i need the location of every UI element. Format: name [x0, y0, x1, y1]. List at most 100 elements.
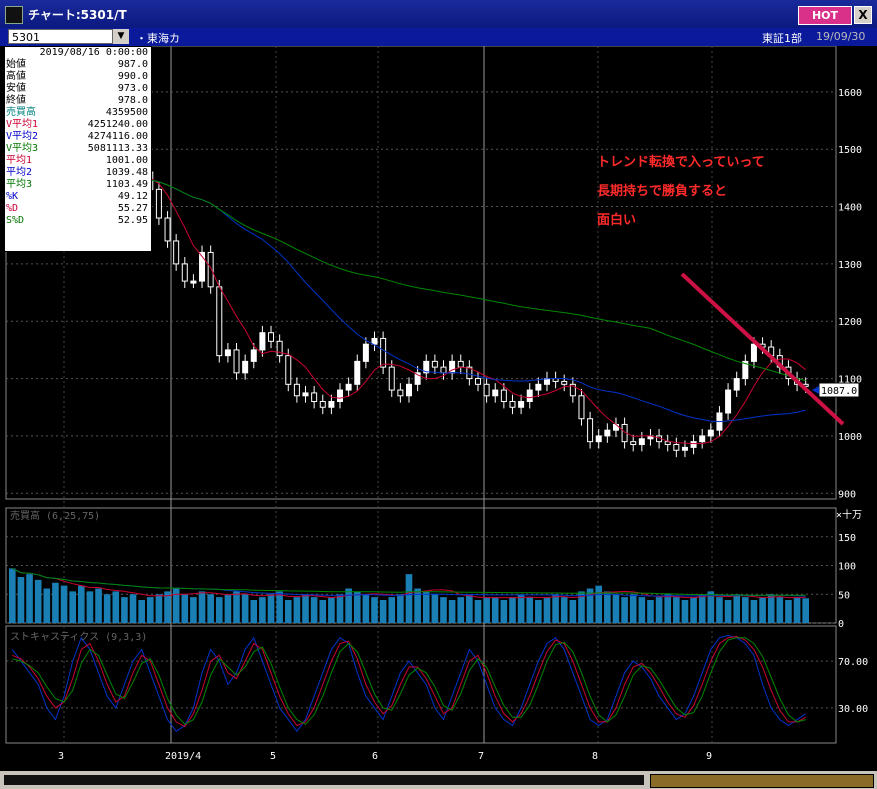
chart-svg[interactable]: 3 2019/4 5 6 7 8 99001000110012001300140015001…	[0, 45, 877, 771]
volume-bar	[267, 594, 275, 623]
candle-body	[207, 251, 214, 288]
info-row: 高値 990.0	[5, 71, 151, 83]
volume-bar	[17, 577, 25, 623]
volume-bar	[612, 594, 620, 623]
candle-body	[535, 383, 542, 391]
exchange-label: 東証1部	[762, 32, 802, 45]
stoch-tick-label: 30.00	[838, 704, 868, 715]
volume-bar	[595, 585, 603, 623]
volume-bar	[181, 594, 189, 623]
info-row: %K 49.12	[5, 191, 151, 203]
candle-body	[259, 332, 266, 351]
volume-bar	[77, 585, 85, 623]
y-tick-label: 1400	[838, 203, 862, 214]
candle-body	[630, 441, 637, 446]
candle-body	[699, 435, 706, 443]
volume-bar	[345, 588, 352, 623]
info-label: %D	[6, 203, 19, 214]
candle-body	[492, 389, 499, 397]
candle-body	[673, 444, 680, 451]
volume-bar	[517, 594, 525, 623]
volume-bar	[638, 597, 646, 623]
info-value: 49.12	[117, 191, 148, 202]
volume-bar	[397, 594, 404, 623]
symbol-toolbar: 5301 ▼ ・東海カ 東証1部 19/09/30	[0, 28, 877, 46]
info-value: 987.0	[117, 59, 148, 70]
chart-app-icon	[5, 6, 23, 24]
info-value: 4274116.00	[87, 131, 148, 142]
info-value: 4359500	[105, 107, 148, 118]
info-date-row: 2019/08/16 0:00:00	[5, 47, 151, 59]
volume-bar	[707, 591, 715, 623]
symbol-dropdown-chevron-icon[interactable]: ▼	[112, 29, 129, 44]
volume-bar	[655, 597, 663, 623]
x-tick-label: 2019/4	[165, 751, 201, 762]
volume-bar	[353, 591, 361, 623]
y-tick-label: 1200	[838, 317, 862, 328]
candle-body	[285, 355, 292, 385]
stoch-tick-label: 70.00	[838, 657, 868, 668]
info-label: S%D	[6, 215, 25, 226]
candle-body	[509, 401, 516, 408]
volume-bar	[569, 600, 577, 623]
company-name: ・東海カ	[136, 32, 180, 45]
price-marker-icon	[812, 386, 819, 394]
vol-tick-label: 0	[838, 619, 844, 630]
volume-bar	[793, 597, 801, 623]
candle-body	[311, 392, 318, 403]
volume-bar	[319, 600, 327, 623]
volume-bar	[276, 591, 283, 623]
close-button[interactable]: X	[854, 6, 872, 24]
window-title: チャート:5301/T	[28, 8, 127, 22]
volume-unit-label: ×十万	[836, 508, 862, 521]
volume-bar	[215, 597, 223, 623]
info-value: 1001.00	[105, 155, 148, 166]
info-row: 平均2 1039.48	[5, 167, 151, 179]
info-label: 高値	[6, 71, 26, 82]
volume-bar	[405, 574, 413, 623]
volume-bar	[552, 594, 559, 623]
candle-body	[337, 389, 344, 403]
info-value: 4251240.00	[87, 119, 148, 130]
volume-bar	[146, 597, 154, 623]
candle-body	[604, 429, 611, 437]
candle-body	[690, 441, 697, 448]
candle-body	[388, 366, 395, 391]
candle-body	[397, 389, 404, 397]
chart-area[interactable]: 3 2019/4 5 6 7 8 9 900 1000 1100 1200 1300 1400 1500 1…	[0, 45, 877, 771]
y-tick-label: 1300	[838, 260, 862, 271]
candle-body	[578, 395, 585, 420]
volume-bar	[207, 594, 214, 623]
volume-bar	[26, 574, 33, 623]
y-tick-label: 1600	[838, 88, 862, 99]
title-bar: チャート:5301/T HOT X	[0, 0, 877, 28]
stochastic-group	[11, 634, 806, 733]
info-label: %K	[6, 191, 19, 202]
x-tick-label: 9	[706, 751, 712, 762]
overview-scroll-thumb[interactable]	[650, 774, 874, 788]
volume-bar	[474, 600, 482, 623]
info-row: 平均3 1103.49	[5, 179, 151, 191]
x-tick-label: 8	[592, 751, 598, 762]
volume-bar	[776, 597, 784, 623]
y-tick-label: 1000	[838, 432, 862, 443]
info-label: V平均1	[6, 119, 39, 130]
volume-bar	[500, 600, 508, 623]
scroll-overview-bar[interactable]	[0, 771, 877, 789]
info-label: 終値	[6, 95, 26, 106]
vol-tick-label: 150	[838, 533, 856, 544]
hot-button[interactable]: HOT	[798, 6, 852, 25]
volume-bar	[724, 600, 732, 623]
volume-bar	[121, 597, 128, 623]
volume-bar	[302, 594, 309, 623]
symbol-input[interactable]: 5301	[8, 29, 126, 44]
candle-body	[199, 251, 206, 282]
vol-tick-label: 50	[838, 590, 850, 601]
info-value: 55.27	[117, 203, 148, 214]
candle-body	[371, 337, 378, 345]
symbol-value: 5301	[12, 31, 40, 44]
data-window: 2019/08/16 0:00:00 始値 987.0 高値 990.0 安値 973.0…	[4, 46, 152, 252]
candle-body	[345, 383, 352, 391]
volume-bar	[621, 597, 628, 623]
y-tick-label: 900	[838, 489, 856, 500]
